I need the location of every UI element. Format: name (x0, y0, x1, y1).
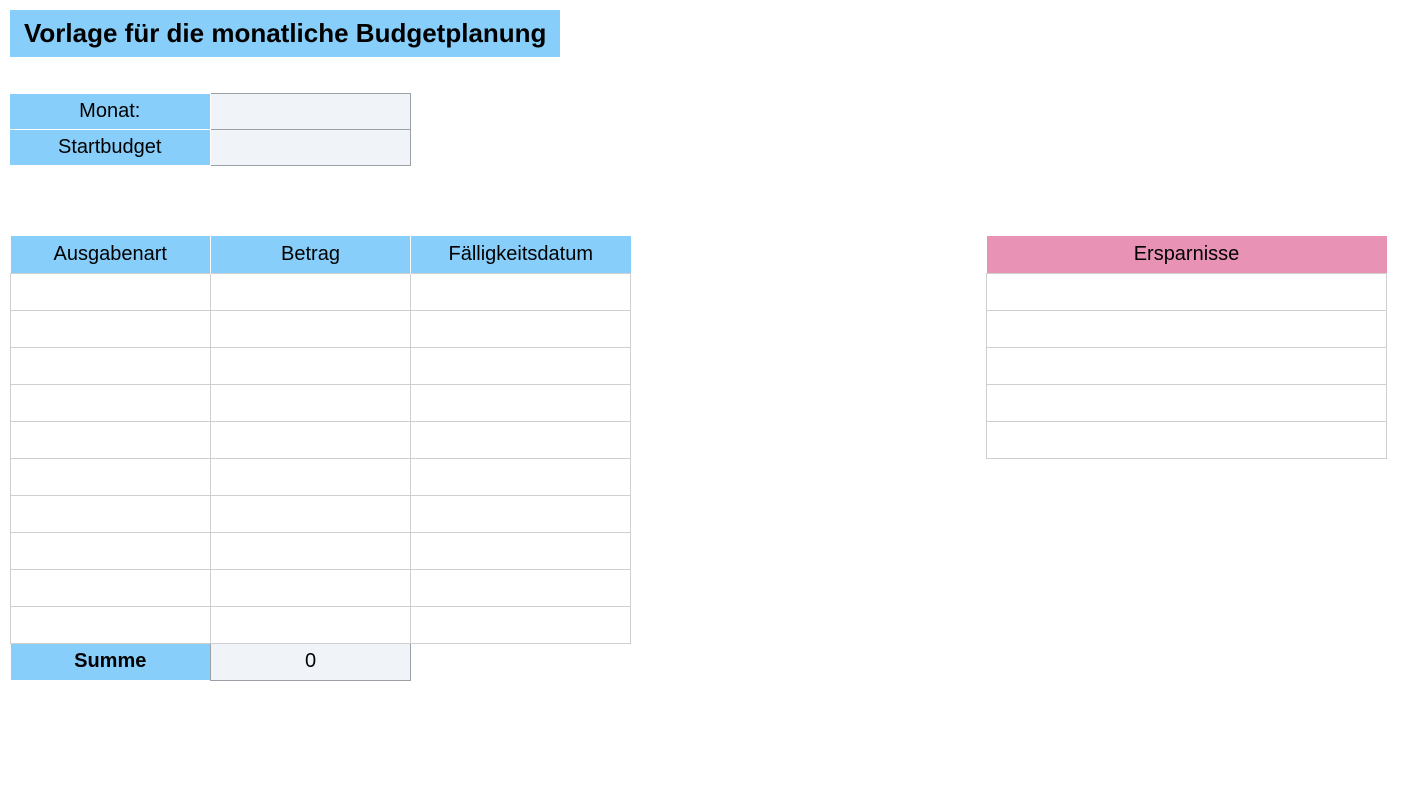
table-row (11, 532, 631, 569)
table-row (987, 384, 1387, 421)
table-row (11, 606, 631, 643)
table-row (987, 273, 1387, 310)
expenses-cell[interactable] (11, 606, 211, 643)
expenses-cell[interactable] (211, 569, 411, 606)
meta-label: Startbudget (10, 130, 210, 166)
table-row (11, 421, 631, 458)
savings-cell[interactable] (987, 347, 1387, 384)
expenses-cell[interactable] (211, 421, 411, 458)
table-row (11, 273, 631, 310)
expenses-sum-empty (411, 643, 631, 680)
expenses-table: AusgabenartBetragFälligkeitsdatum Summe0 (10, 236, 631, 681)
savings-table: Ersparnisse (986, 236, 1387, 459)
savings-header: Ersparnisse (987, 236, 1387, 273)
expenses-cell[interactable] (11, 384, 211, 421)
savings-cell[interactable] (987, 273, 1387, 310)
expenses-cell[interactable] (11, 495, 211, 532)
expenses-cell[interactable] (11, 569, 211, 606)
table-row (11, 347, 631, 384)
expenses-cell[interactable] (211, 347, 411, 384)
table-row (987, 347, 1387, 384)
expenses-cell[interactable] (211, 384, 411, 421)
expenses-sum-label: Summe (11, 643, 211, 680)
meta-row: Startbudget (10, 130, 410, 166)
expenses-cell[interactable] (11, 532, 211, 569)
expenses-cell[interactable] (411, 310, 631, 347)
expenses-cell[interactable] (11, 347, 211, 384)
table-row (987, 421, 1387, 458)
expenses-cell[interactable] (11, 273, 211, 310)
expenses-cell[interactable] (411, 606, 631, 643)
table-row (987, 310, 1387, 347)
meta-value[interactable] (210, 130, 410, 166)
expenses-cell[interactable] (411, 458, 631, 495)
expenses-cell[interactable] (211, 532, 411, 569)
expenses-cell[interactable] (411, 347, 631, 384)
expenses-sum-row: Summe0 (11, 643, 631, 680)
expenses-cell[interactable] (411, 384, 631, 421)
meta-value[interactable] (210, 94, 410, 130)
table-row (11, 495, 631, 532)
meta-table: Monat:Startbudget (10, 93, 411, 166)
expenses-cell[interactable] (211, 273, 411, 310)
table-row (11, 569, 631, 606)
expenses-cell[interactable] (211, 606, 411, 643)
expenses-cell[interactable] (411, 421, 631, 458)
table-row (11, 458, 631, 495)
expenses-cell[interactable] (411, 569, 631, 606)
expenses-cell[interactable] (411, 495, 631, 532)
table-row (11, 310, 631, 347)
savings-cell[interactable] (987, 421, 1387, 458)
expenses-cell[interactable] (211, 458, 411, 495)
meta-row: Monat: (10, 94, 410, 130)
savings-cell[interactable] (987, 310, 1387, 347)
expenses-column-header: Ausgabenart (11, 236, 211, 273)
meta-label: Monat: (10, 94, 210, 130)
expenses-column-header: Betrag (211, 236, 411, 273)
expenses-cell[interactable] (411, 532, 631, 569)
page-title: Vorlage für die monatliche Budgetplanung (10, 10, 560, 57)
expenses-cell[interactable] (211, 310, 411, 347)
expenses-cell[interactable] (411, 273, 631, 310)
expenses-column-header: Fälligkeitsdatum (411, 236, 631, 273)
expenses-cell[interactable] (211, 495, 411, 532)
table-row (11, 384, 631, 421)
expenses-cell[interactable] (11, 310, 211, 347)
expenses-sum-value: 0 (211, 643, 411, 680)
expenses-cell[interactable] (11, 458, 211, 495)
expenses-cell[interactable] (11, 421, 211, 458)
savings-cell[interactable] (987, 384, 1387, 421)
